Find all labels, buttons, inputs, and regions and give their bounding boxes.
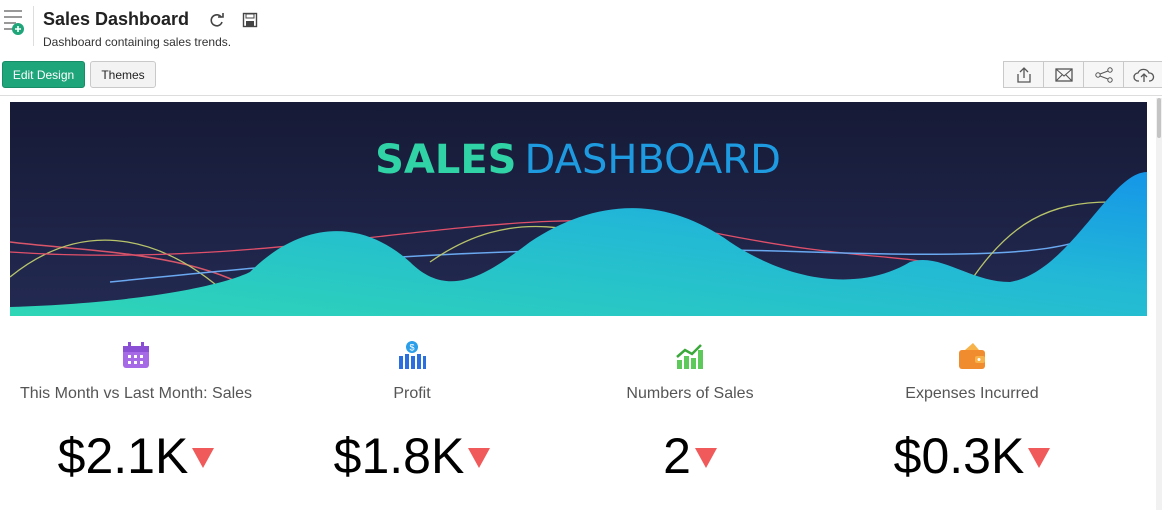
banner-title: SALES DASHBOARD [375,137,781,183]
email-button[interactable] [1044,62,1084,87]
kpi-card: This Month vs Last Month: Sales $2.1K [0,340,274,485]
trend-down-icon [1028,448,1051,468]
banner: SALES DASHBOARD [10,102,1147,316]
kpi-value: 2 [663,428,691,484]
svg-text:$: $ [409,342,414,352]
themes-button[interactable]: Themes [90,61,156,88]
divider [33,6,34,46]
refresh-icon[interactable] [209,12,225,28]
banner-title-bold: SALES [375,137,516,183]
kpi-value: $1.8K [333,428,465,484]
kpi-value-wrap: $2.1K [58,427,215,485]
kpi-value-wrap: 2 [663,427,717,485]
export-button[interactable] [1004,62,1044,87]
kpi-card: $ Profit $1.8K [274,340,550,485]
kpi-card: Expenses Incurred $0.3K [834,340,1110,485]
save-icon[interactable] [242,12,258,28]
edit-design-button[interactable]: Edit Design [2,61,85,88]
kpi-label: Expenses Incurred [905,385,1039,402]
banner-title-light: DASHBOARD [524,137,780,183]
scrollbar-thumb[interactable] [1157,98,1161,138]
kpi-icon: $ [399,341,426,369]
kpi-icon [123,342,149,368]
kpi-label: Profit [393,385,431,402]
share-toolbar [1003,61,1162,88]
trend-down-icon [192,448,215,468]
kpi-label: Numbers of Sales [626,385,754,402]
separator [0,95,1162,96]
kpi-value: $2.1K [57,428,189,484]
kpi-value-wrap: $0.3K [894,427,1051,485]
menu-add-icon[interactable] [2,8,28,36]
publish-button[interactable] [1124,62,1162,87]
trend-down-icon [694,448,717,468]
kpi-value-wrap: $1.8K [334,427,491,485]
dashboard-subtitle: Dashboard containing sales trends. [43,35,232,49]
share-button[interactable] [1084,62,1124,87]
trend-down-icon [468,448,491,468]
kpi-label: This Month vs Last Month: Sales [19,385,253,402]
kpi-icon [959,343,985,369]
scrollbar[interactable] [1156,98,1162,510]
kpi-card: Numbers of Sales 2 [552,340,828,485]
kpi-icon [676,344,703,369]
dashboard-title: Sales Dashboard [43,9,190,29]
kpi-value: $0.3K [893,428,1025,484]
